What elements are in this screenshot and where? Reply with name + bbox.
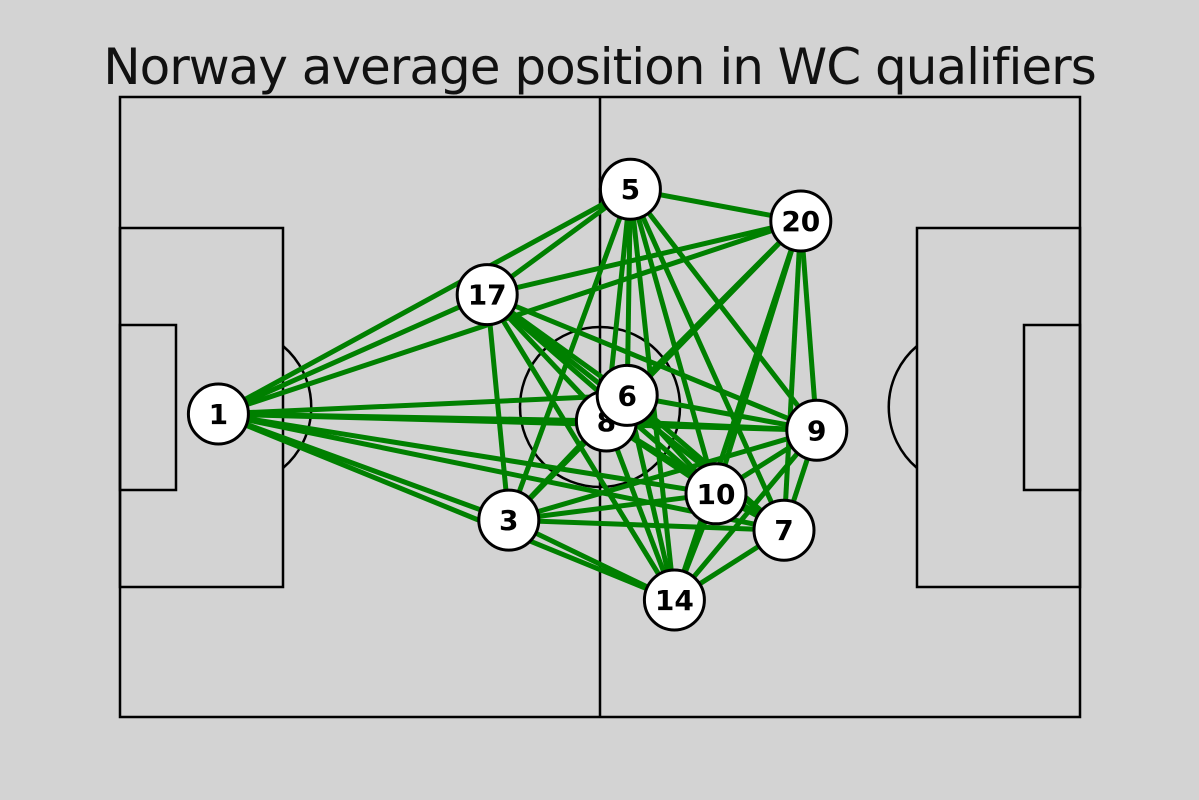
player-circle: [186, 382, 250, 446]
player-circle: [752, 498, 816, 562]
player-node-9: 9: [785, 398, 849, 462]
pass-line-8-14: [604, 420, 677, 601]
right-penalty-arc: [887, 345, 918, 469]
player-node-14: 14: [642, 568, 706, 632]
player-number: 5: [621, 173, 640, 206]
right-six-yard-box: [1022, 323, 1082, 492]
player-node-20: 20: [769, 189, 833, 253]
pass-line-17-3: [484, 294, 512, 521]
player-circle: [769, 189, 833, 253]
pass-line-5-6: [624, 189, 633, 396]
pass-line-1-6: [218, 392, 628, 417]
player-circle: [477, 488, 541, 552]
player-number: 9: [807, 414, 826, 447]
player-node-10: 10: [684, 462, 748, 526]
player-number: 3: [499, 504, 518, 537]
pass-line-10-3: [508, 491, 717, 523]
player-node-3: 3: [477, 488, 541, 552]
player-node-17: 17: [455, 263, 519, 327]
right-penalty-box: [915, 226, 1082, 589]
pitch-markings: [118, 95, 1082, 719]
pass-line-9-3: [508, 427, 818, 523]
pass-line-20-14: [672, 220, 804, 601]
pass-line-17-9: [486, 292, 818, 433]
left-six-yard-box: [118, 323, 178, 492]
player-number: 14: [655, 584, 694, 617]
chart-title: Norway average position in WC qualifiers: [103, 38, 1097, 96]
left-penalty-arc: [282, 345, 313, 469]
player-circle: [684, 462, 748, 526]
player-node-7: 7: [752, 498, 816, 562]
pass-line-1-10: [218, 411, 717, 497]
player-circle: [598, 157, 662, 221]
pass-line-5-7: [628, 188, 787, 532]
player-number: 7: [774, 514, 793, 547]
player-number: 20: [781, 205, 820, 238]
player-number: 1: [209, 398, 228, 431]
pass-line-9-14: [672, 428, 819, 602]
pass-line-6-9: [626, 392, 818, 433]
player-circle: [455, 263, 519, 327]
player-circle: [595, 363, 659, 427]
pass-line-5-3: [506, 188, 633, 522]
pass-line-20-7: [781, 220, 804, 531]
player-circle: [785, 398, 849, 462]
player-node-1: 1: [186, 382, 250, 446]
pass-line-5-9: [628, 187, 819, 432]
pass-line-1-14: [217, 411, 676, 603]
player-number: 10: [697, 478, 736, 511]
pass-line-1-5: [217, 187, 632, 417]
pass-line-5-10: [627, 188, 719, 495]
pass-line-17-20: [486, 218, 802, 298]
pass-line-7-3: [508, 517, 785, 533]
player-number: 17: [468, 279, 507, 312]
player-node-6: 6: [595, 363, 659, 427]
player-number: 6: [617, 379, 636, 412]
pass-line-20-9: [798, 220, 820, 431]
pass-line-1-17: [217, 292, 489, 417]
player-circle: [642, 568, 706, 632]
player-node-5: 5: [598, 157, 662, 221]
